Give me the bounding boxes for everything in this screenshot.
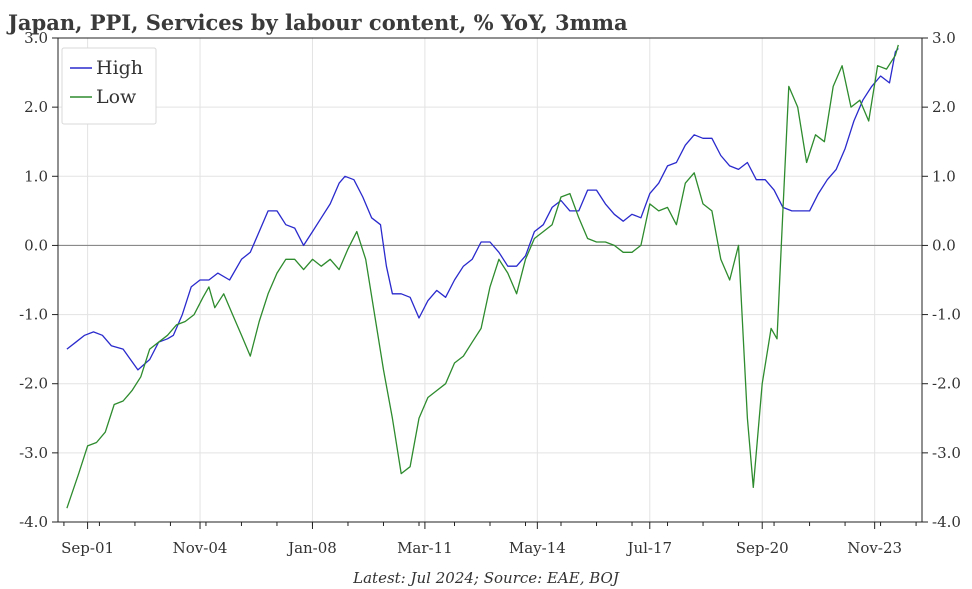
axis-ticks: 3.0 3.0 2.0 2.0 1.0 1.0 0.0 0.0 -1.0 -1.0 -2.0 -2.0… bbox=[19, 29, 961, 557]
y-tick-label-right: 3.0 bbox=[932, 29, 956, 47]
y-tick-label-right: -2.0 bbox=[932, 375, 961, 393]
x-tick-label: Mar-11 bbox=[397, 539, 453, 557]
x-tick-label: Jan-08 bbox=[286, 539, 337, 557]
legend-label: Low bbox=[96, 86, 137, 108]
series-line-low bbox=[66, 44, 899, 509]
y-tick-label-left: 1.0 bbox=[24, 167, 48, 185]
y-tick-label-left: 2.0 bbox=[24, 98, 48, 116]
gridlines bbox=[58, 37, 922, 523]
legend-label: High bbox=[96, 57, 143, 79]
y-tick-label-right: -3.0 bbox=[932, 444, 961, 462]
y-tick-label-left: -3.0 bbox=[19, 444, 48, 462]
y-tick-label-right: -4.0 bbox=[932, 513, 961, 531]
y-tick-label-right: 1.0 bbox=[932, 167, 956, 185]
y-tick-label-left: -2.0 bbox=[19, 375, 48, 393]
plot-frame bbox=[57, 37, 923, 523]
footnote: Latest: Jul 2024; Source: EAE, BOJ bbox=[352, 569, 620, 587]
series-line-high bbox=[66, 47, 899, 371]
x-tick-label: Nov-23 bbox=[847, 539, 902, 557]
legend: High Low bbox=[61, 47, 157, 125]
y-tick-label-right: 0.0 bbox=[932, 236, 956, 254]
y-tick-label-right: 2.0 bbox=[932, 98, 956, 116]
y-tick-label-left: -4.0 bbox=[19, 513, 48, 531]
series-layer bbox=[66, 44, 899, 509]
y-tick-label-right: -1.0 bbox=[932, 306, 961, 324]
y-tick-label-left: 3.0 bbox=[24, 29, 48, 47]
x-tick-label: Sep-01 bbox=[61, 539, 114, 557]
x-tick-label: Sep-20 bbox=[736, 539, 789, 557]
x-tick-label: Jul-17 bbox=[625, 539, 672, 557]
x-tick-label: May-14 bbox=[509, 539, 566, 557]
y-tick-label-left: 0.0 bbox=[24, 236, 48, 254]
legend-box bbox=[61, 47, 157, 125]
y-tick-label-left: -1.0 bbox=[19, 306, 48, 324]
x-tick-label: Nov-04 bbox=[173, 539, 228, 557]
chart-title: Japan, PPI, Services by labour content, … bbox=[6, 10, 628, 35]
